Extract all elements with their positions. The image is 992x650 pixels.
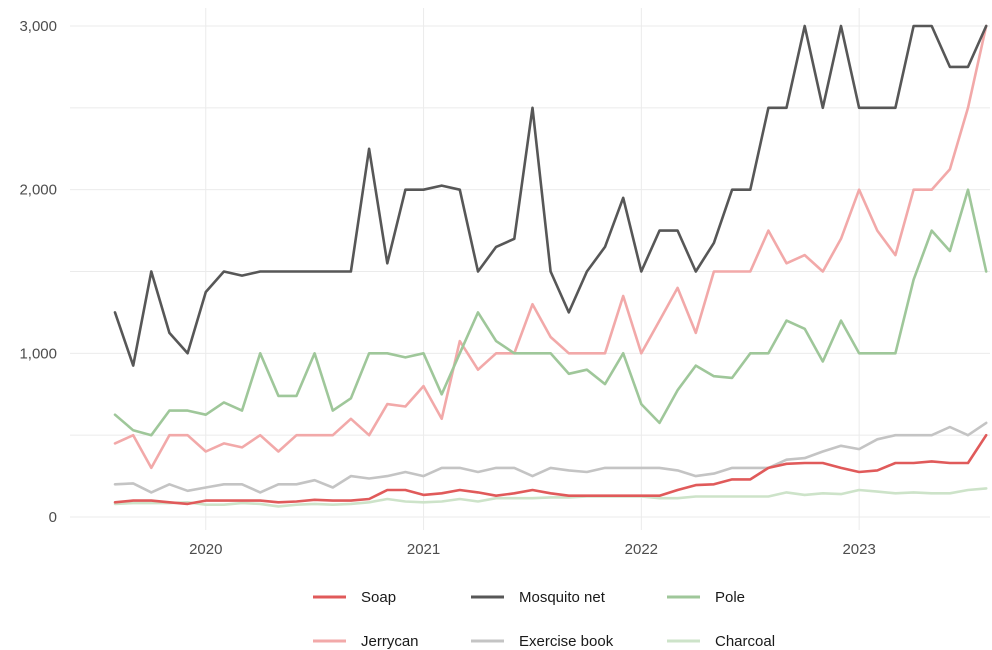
x-axis-tick-labels: 2020 2021 2022 2023 <box>189 541 876 558</box>
legend-label-jerrycan: Jerrycan <box>361 633 419 650</box>
y-tick-label: 1,000 <box>19 345 57 362</box>
legend-label-charcoal: Charcoal <box>715 633 775 650</box>
x-tick-label: 2021 <box>407 541 440 558</box>
legend-label-pole: Pole <box>715 589 745 606</box>
series-line-soap <box>113 433 988 506</box>
y-tick-label: 3,000 <box>19 18 57 35</box>
series-line-mosquito-net <box>113 24 988 367</box>
series-lines <box>113 24 988 508</box>
y-tick-label: 0 <box>49 509 57 526</box>
legend-label-soap: Soap <box>361 589 396 606</box>
x-tick-label: 2020 <box>189 541 222 558</box>
y-axis-tick-labels: 0 1,000 2,000 3,000 <box>19 18 57 526</box>
series-line-jerrycan <box>113 24 988 470</box>
legend: Soap Mosquito net Pole Jerrycan Exercise boo… <box>313 589 775 650</box>
y-tick-label: 2,000 <box>19 182 57 199</box>
legend-label-exercise-book: Exercise book <box>519 633 614 650</box>
series-line-pole <box>113 188 988 437</box>
series-line-exercise-book <box>113 421 988 494</box>
legend-label-mosquito-net: Mosquito net <box>519 589 606 606</box>
series-line-charcoal <box>113 487 988 508</box>
x-tick-label: 2022 <box>625 541 658 558</box>
x-tick-label: 2023 <box>842 541 875 558</box>
